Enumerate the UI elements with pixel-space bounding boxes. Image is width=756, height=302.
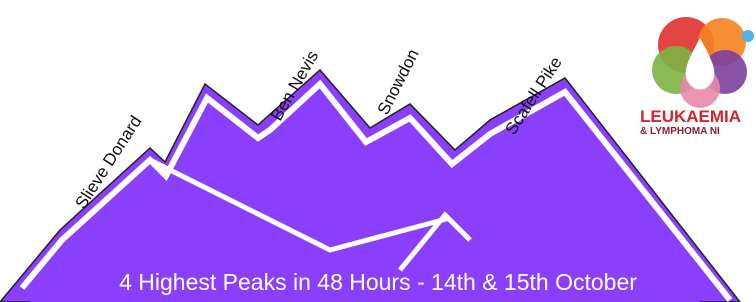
- logo: LEUKAEMIA & LYMPHOMA NI: [640, 17, 754, 137]
- mountains: [0, 70, 740, 302]
- banner: 4 Highest Peaks in 48 Hours - 14th & 15t…: [119, 269, 637, 295]
- peaks-graphic: Slieve Donard Ben Nevis Snowdon Scafell …: [0, 0, 756, 302]
- logo-subtitle: & LYMPHOMA NI: [640, 126, 720, 137]
- logo-title: LEUKAEMIA: [640, 107, 741, 126]
- peak-label: Snowdon: [374, 46, 423, 118]
